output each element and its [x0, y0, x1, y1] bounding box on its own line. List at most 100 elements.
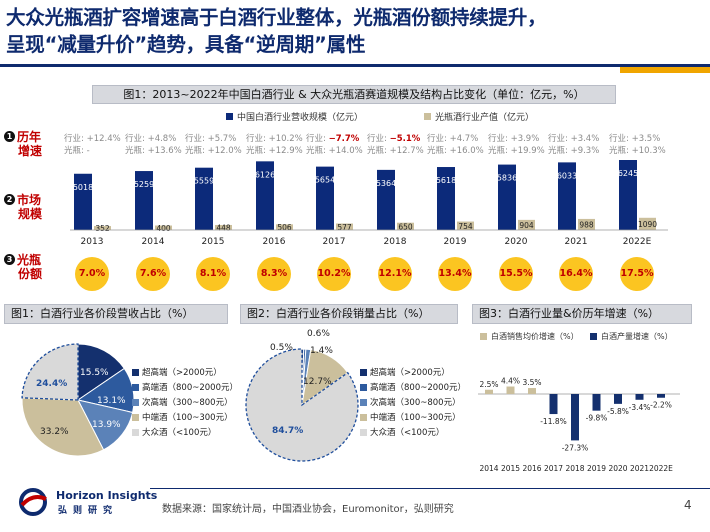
fig1-bar-industry-label: 5836: [497, 174, 517, 183]
legend-label-bottle: 光瓶酒行业产值（亿元）: [435, 113, 535, 123]
fig1-bar-industry: [558, 162, 576, 230]
row-label-growth: 1 历年 增速: [4, 130, 42, 158]
fig1-bar-industry: [74, 173, 92, 230]
fig3-bar-volume: [635, 394, 644, 400]
fig1-bar-bottle: [639, 217, 656, 230]
fig1-bar-bottle-label: 577: [337, 223, 352, 232]
fig-pie2-title: 图2：白酒行业各价段销量占比（%）: [240, 304, 458, 324]
row-label-size: 2 市场 规模: [4, 193, 42, 221]
headline-line-1: 大众光瓶酒扩容增速高于白酒行业整体，光瓶酒份额持续提升，: [6, 6, 547, 29]
fig3-bar-price: [485, 389, 493, 394]
fig3-bar-volume: [571, 394, 579, 441]
fig1-year-label: 2018: [383, 237, 407, 247]
pie2-label-sub: 1.4%: [310, 346, 333, 356]
fig3-year-label: 2019: [587, 464, 606, 473]
fig3-value-label: -27.3%: [562, 443, 589, 452]
logo-chinese: 弘则研究: [58, 506, 119, 516]
pie1-label-super: 15.5%: [80, 368, 109, 378]
growth-label: 行业: −7.7% 光瓶: +14.0%: [306, 134, 363, 156]
fig1-title: 图1：2013~2022年中国白酒行业 & 大众光瓶酒赛道规模及结构占比变化（单…: [92, 85, 616, 104]
fig1-bar-bottle-label: 352: [95, 224, 110, 233]
fig1-legend-bottle: 光瓶酒行业产值（亿元）: [424, 110, 534, 123]
pie2-legend: 超高端（>2000元） 高端酒（800~2000元） 次高端（300~800元）…: [360, 366, 466, 441]
fig1-year-label: 2020: [504, 237, 528, 247]
fig1-bar-bottle-label: 1090: [638, 220, 657, 229]
fig3-value-label: -9.8%: [586, 414, 608, 423]
pie1-legend-item: 超高端（>2000元）: [132, 366, 238, 381]
fig1-bar-bottle-label: 988: [579, 220, 594, 229]
fig1-bar-bottle-label: 506: [277, 223, 292, 232]
fig1-year-label: 2015: [201, 237, 225, 247]
logo-english: Horizon Insights: [56, 489, 158, 502]
legend-label-industry: 中国白酒行业营收规模（亿元）: [237, 113, 364, 123]
fig1-bar-bottle: [155, 225, 172, 230]
fig1-bar-bottle: [336, 223, 353, 230]
fig1-bar-bottle: [276, 224, 293, 230]
fig1-bar-industry: [316, 166, 334, 230]
growth-label: 行业: +3.5% 光瓶: +10.3%: [609, 134, 666, 156]
fig1-share-circle: 17.5%: [620, 257, 654, 291]
fig1-bar-industry: [135, 171, 153, 230]
fig1-bar-bottle: [94, 226, 111, 230]
fig1-bar-industry-label: 5364: [376, 179, 396, 188]
growth-label: 行业: −5.1% 光瓶: +12.7%: [367, 134, 424, 156]
growth-label: 行业: +5.7% 光瓶: +12.0%: [185, 134, 242, 156]
pie1-legend: 超高端（>2000元） 高端酒（800~2000元） 次高端（300~800元）…: [132, 366, 238, 441]
growth-label: 行业: +10.2% 光瓶: +12.9%: [246, 134, 303, 156]
fig1-year-label: 2017: [322, 237, 346, 247]
pie2-legend-item: 次高端（300~800元）: [360, 396, 466, 411]
fig1-share-circle: 12.1%: [378, 257, 412, 291]
fig1-year-label: 2022E: [622, 237, 652, 247]
fig1-bar-bottle-label: 904: [519, 221, 534, 230]
fig3-value-label: -5.8%: [607, 407, 629, 416]
pie1-legend-item: 高端酒（800~2000元）: [132, 381, 238, 396]
header-rule-blue: [0, 64, 710, 67]
fig3-title: 图3：白酒行业量&价历年增速（%）: [472, 304, 692, 324]
fig1-year-label: 2021: [564, 237, 588, 247]
row-number-3: 3: [4, 254, 15, 265]
headline-line-2: 呈现“减量升价”趋势，具备“逆周期”属性: [6, 33, 366, 56]
fig3-year-label: 2020: [608, 464, 627, 473]
fig3-year-label: 2016: [522, 464, 541, 473]
pie2-legend-item: 高端酒（800~2000元）: [360, 381, 466, 396]
growth-label: 行业: +4.7% 光瓶: +16.0%: [427, 134, 484, 156]
fig1-year-label: 2019: [443, 237, 467, 247]
fig3-bar-volume: [657, 394, 665, 398]
growth-label: 行业: +3.4% 光瓶: +9.3%: [548, 134, 600, 156]
legend-swatch-industry: [226, 113, 233, 120]
fig1-bar-bottle: [397, 222, 414, 230]
fig1-bar-bottle: [518, 219, 535, 230]
pie2-label-high: 0.6%: [307, 329, 330, 339]
fig1-year-label: 2013: [80, 237, 104, 247]
fig1-bar-industry: [377, 169, 395, 230]
fig1-share-circle: 16.4%: [559, 257, 593, 291]
fig3-year-label: 2017: [544, 464, 563, 473]
fig1-share-circle: 8.1%: [196, 257, 230, 291]
fig1-bar-industry-label: 6126: [255, 170, 275, 179]
data-source: 数据来源：国家统计局，中国酒业协会，Euromonitor，弘则研究: [162, 504, 454, 515]
pie2-label-super: 0.5%: [270, 343, 293, 353]
pie2-slice: [245, 348, 359, 462]
fig3-value-label: 4.4%: [501, 377, 520, 386]
pie2-legend-item: 大众酒（<100元）: [360, 426, 466, 441]
horizon-logo-icon: [19, 488, 47, 516]
growth-label: 行业: +4.8% 光瓶: +13.6%: [125, 134, 182, 156]
growth-label: 行业: +12.4% 光瓶: -: [64, 134, 121, 156]
footer-rule: [150, 488, 710, 489]
fig1-share-circle: 8.3%: [257, 257, 291, 291]
fig3-value-label: -11.8%: [540, 417, 567, 426]
row-number-2: 2: [4, 194, 15, 205]
fig3-legend-price: 白酒销售均价增速（%）: [480, 331, 579, 342]
fig3-bar-volume: [592, 394, 601, 411]
pie2-legend-item: 超高端（>2000元）: [360, 366, 466, 381]
fig1-bar-industry-label: 5618: [436, 176, 456, 185]
pie2-label-mass: 84.7%: [272, 426, 304, 436]
fig1-bar-industry-label: 6033: [557, 171, 577, 180]
pie2-label-mid: 12.7%: [303, 377, 332, 387]
growth-label: 行业: +3.9% 光瓶: +19.9%: [488, 134, 545, 156]
page-number: 4: [684, 498, 692, 512]
legend-swatch-bottle: [424, 113, 431, 120]
fig1-bar-industry-label: 6245: [618, 169, 638, 178]
pie1-label-high: 13.1%: [97, 396, 126, 406]
fig1-share-circle: 15.5%: [499, 257, 533, 291]
